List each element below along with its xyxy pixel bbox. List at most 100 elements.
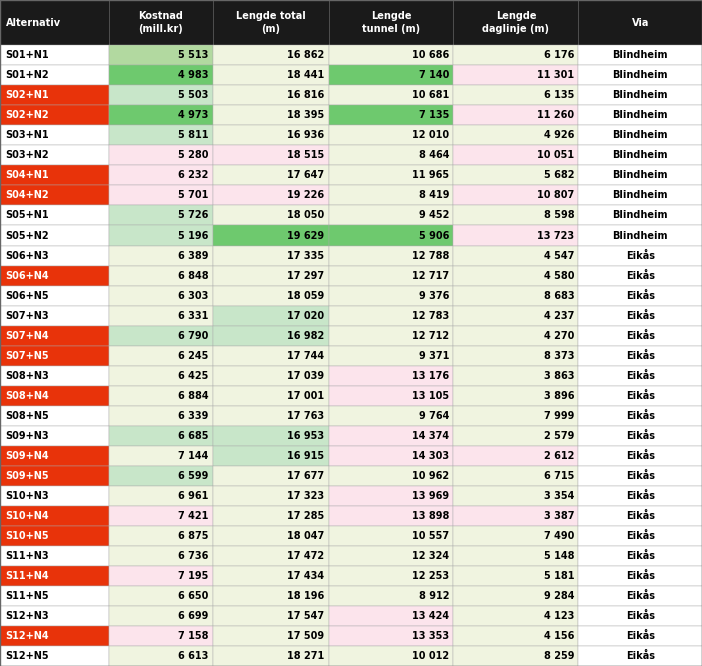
Bar <box>0 505 109 526</box>
Bar <box>0 346 109 366</box>
Text: Lengde
daglinje (m): Lengde daglinje (m) <box>482 11 550 34</box>
Text: Alternativ: Alternativ <box>6 17 61 28</box>
Bar <box>453 226 578 246</box>
Text: 8 598: 8 598 <box>543 210 574 220</box>
Bar <box>578 226 702 246</box>
Bar <box>109 606 213 626</box>
Bar <box>109 306 213 326</box>
Text: 10 686: 10 686 <box>412 51 449 61</box>
Text: 18 059: 18 059 <box>287 290 324 300</box>
Bar <box>453 65 578 85</box>
Text: S08+N4: S08+N4 <box>6 391 49 401</box>
Bar <box>213 85 329 105</box>
Bar <box>0 446 109 466</box>
Text: Eikås: Eikås <box>625 330 655 341</box>
Bar <box>329 206 453 226</box>
Text: 6 303: 6 303 <box>178 290 208 300</box>
Text: S11+N3: S11+N3 <box>6 551 49 561</box>
Text: Eikås: Eikås <box>625 531 655 541</box>
Bar <box>329 185 453 206</box>
Text: 5 196: 5 196 <box>178 230 208 240</box>
Bar <box>453 206 578 226</box>
Text: Blindheim: Blindheim <box>612 190 668 200</box>
Text: S09+N4: S09+N4 <box>6 451 49 461</box>
Bar <box>0 125 109 145</box>
Text: 12 253: 12 253 <box>412 571 449 581</box>
Bar <box>453 306 578 326</box>
Bar <box>0 65 109 85</box>
Text: 19 226: 19 226 <box>287 190 324 200</box>
Text: Eikås: Eikås <box>625 250 655 260</box>
Text: Lengde total
(m): Lengde total (m) <box>236 11 305 34</box>
Text: S10+N4: S10+N4 <box>6 511 49 521</box>
Bar <box>578 546 702 566</box>
Bar <box>0 466 109 486</box>
Text: 10 557: 10 557 <box>412 531 449 541</box>
Text: 10 807: 10 807 <box>537 190 574 200</box>
Bar <box>453 526 578 546</box>
Bar <box>109 646 213 666</box>
Bar <box>213 165 329 185</box>
Bar <box>578 246 702 266</box>
Bar <box>109 566 213 586</box>
Bar <box>213 606 329 626</box>
Text: 17 763: 17 763 <box>287 411 324 421</box>
Text: 13 105: 13 105 <box>412 391 449 401</box>
Bar <box>109 65 213 85</box>
Text: S07+N5: S07+N5 <box>6 350 49 361</box>
Text: 7 421: 7 421 <box>178 511 208 521</box>
Text: 17 001: 17 001 <box>287 391 324 401</box>
Text: 6 613: 6 613 <box>178 651 208 661</box>
Bar <box>213 226 329 246</box>
Bar <box>213 286 329 306</box>
Bar <box>0 646 109 666</box>
Bar <box>329 566 453 586</box>
Bar <box>213 366 329 386</box>
Bar <box>329 165 453 185</box>
Text: 13 353: 13 353 <box>412 631 449 641</box>
Text: 5 148: 5 148 <box>544 551 574 561</box>
Text: Blindheim: Blindheim <box>612 91 668 101</box>
Text: S04+N2: S04+N2 <box>6 190 49 200</box>
Bar <box>329 486 453 505</box>
Bar <box>578 366 702 386</box>
Text: 16 915: 16 915 <box>287 451 324 461</box>
Bar <box>329 606 453 626</box>
Text: 18 196: 18 196 <box>287 591 324 601</box>
Text: 4 237: 4 237 <box>544 310 574 320</box>
Text: Blindheim: Blindheim <box>612 170 668 180</box>
Text: Eikås: Eikås <box>625 631 655 641</box>
Bar <box>329 266 453 286</box>
Bar <box>329 546 453 566</box>
Text: 7 158: 7 158 <box>178 631 208 641</box>
Bar <box>109 426 213 446</box>
Text: 5 181: 5 181 <box>544 571 574 581</box>
Text: S06+N4: S06+N4 <box>6 270 49 280</box>
Text: Eikås: Eikås <box>625 370 655 381</box>
Text: S03+N1: S03+N1 <box>6 131 49 141</box>
Bar <box>109 366 213 386</box>
Text: 6 650: 6 650 <box>178 591 208 601</box>
Text: 6 599: 6 599 <box>178 471 208 481</box>
Bar <box>453 626 578 646</box>
Bar <box>329 85 453 105</box>
Bar <box>329 246 453 266</box>
Bar <box>213 185 329 206</box>
Bar <box>329 426 453 446</box>
Text: 4 270: 4 270 <box>544 330 574 340</box>
Text: 10 012: 10 012 <box>412 651 449 661</box>
Text: 13 723: 13 723 <box>537 230 574 240</box>
Text: 6 848: 6 848 <box>178 270 208 280</box>
Bar <box>578 145 702 165</box>
Text: S11+N4: S11+N4 <box>6 571 49 581</box>
Bar <box>213 65 329 85</box>
Text: 2 579: 2 579 <box>544 431 574 441</box>
Text: Eikås: Eikås <box>625 411 655 421</box>
Bar <box>109 206 213 226</box>
Bar <box>0 105 109 125</box>
Bar <box>329 446 453 466</box>
Bar <box>578 346 702 366</box>
Text: 8 464: 8 464 <box>419 151 449 161</box>
Bar <box>213 426 329 446</box>
Text: S10+N5: S10+N5 <box>6 531 49 541</box>
